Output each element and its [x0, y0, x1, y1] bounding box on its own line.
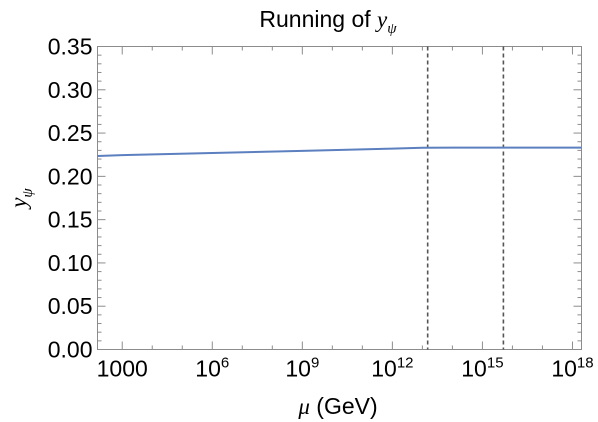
y-tick-label: 0.10: [48, 250, 93, 276]
chart-title-subscript: ψ: [387, 21, 397, 37]
chart-title-symbol: y: [375, 7, 388, 32]
ticks-layer: [97, 46, 582, 350]
y-tick-label: 0.20: [48, 163, 93, 189]
x-axis-label-unit: (GeV): [310, 393, 378, 419]
series-layer: [97, 146, 582, 158]
x-tick-label: 109: [285, 355, 319, 382]
x-tick-label: 1018: [551, 355, 593, 382]
x-axis-label-symbol: μ: [297, 394, 310, 419]
vlines-layer: [426, 46, 505, 350]
y-tick-label: 0.05: [48, 293, 93, 319]
x-tick-label: 1000: [97, 356, 148, 382]
series-line: [97, 146, 582, 158]
y-tick-label: 0.35: [48, 34, 93, 60]
y-axis-label: yψ: [6, 188, 36, 210]
x-tick-label: 1015: [461, 355, 503, 382]
x-axis-label: μ (GeV): [297, 393, 377, 419]
y-tick-labels: 0.00 0.05 0.10 0.15 0.20 0.25 0.30 0.35: [48, 34, 93, 363]
plot-frame: [97, 46, 582, 350]
x-tick-labels: 1000 106 109 1012 1015 1018: [97, 355, 594, 382]
chart-title-text: Running of: [259, 6, 377, 32]
chart-title: Running of yψ: [259, 6, 397, 37]
y-tick-label: 0.25: [48, 120, 93, 146]
x-tick-label: 106: [195, 355, 229, 382]
y-tick-label: 0.30: [48, 77, 93, 103]
y-tick-label: 0.00: [48, 337, 93, 363]
x-tick-label: 1012: [371, 355, 413, 382]
y-tick-label: 0.15: [48, 207, 93, 233]
y-axis-label-subscript: ψ: [20, 188, 36, 198]
y-axis-label-symbol: y: [6, 197, 31, 210]
